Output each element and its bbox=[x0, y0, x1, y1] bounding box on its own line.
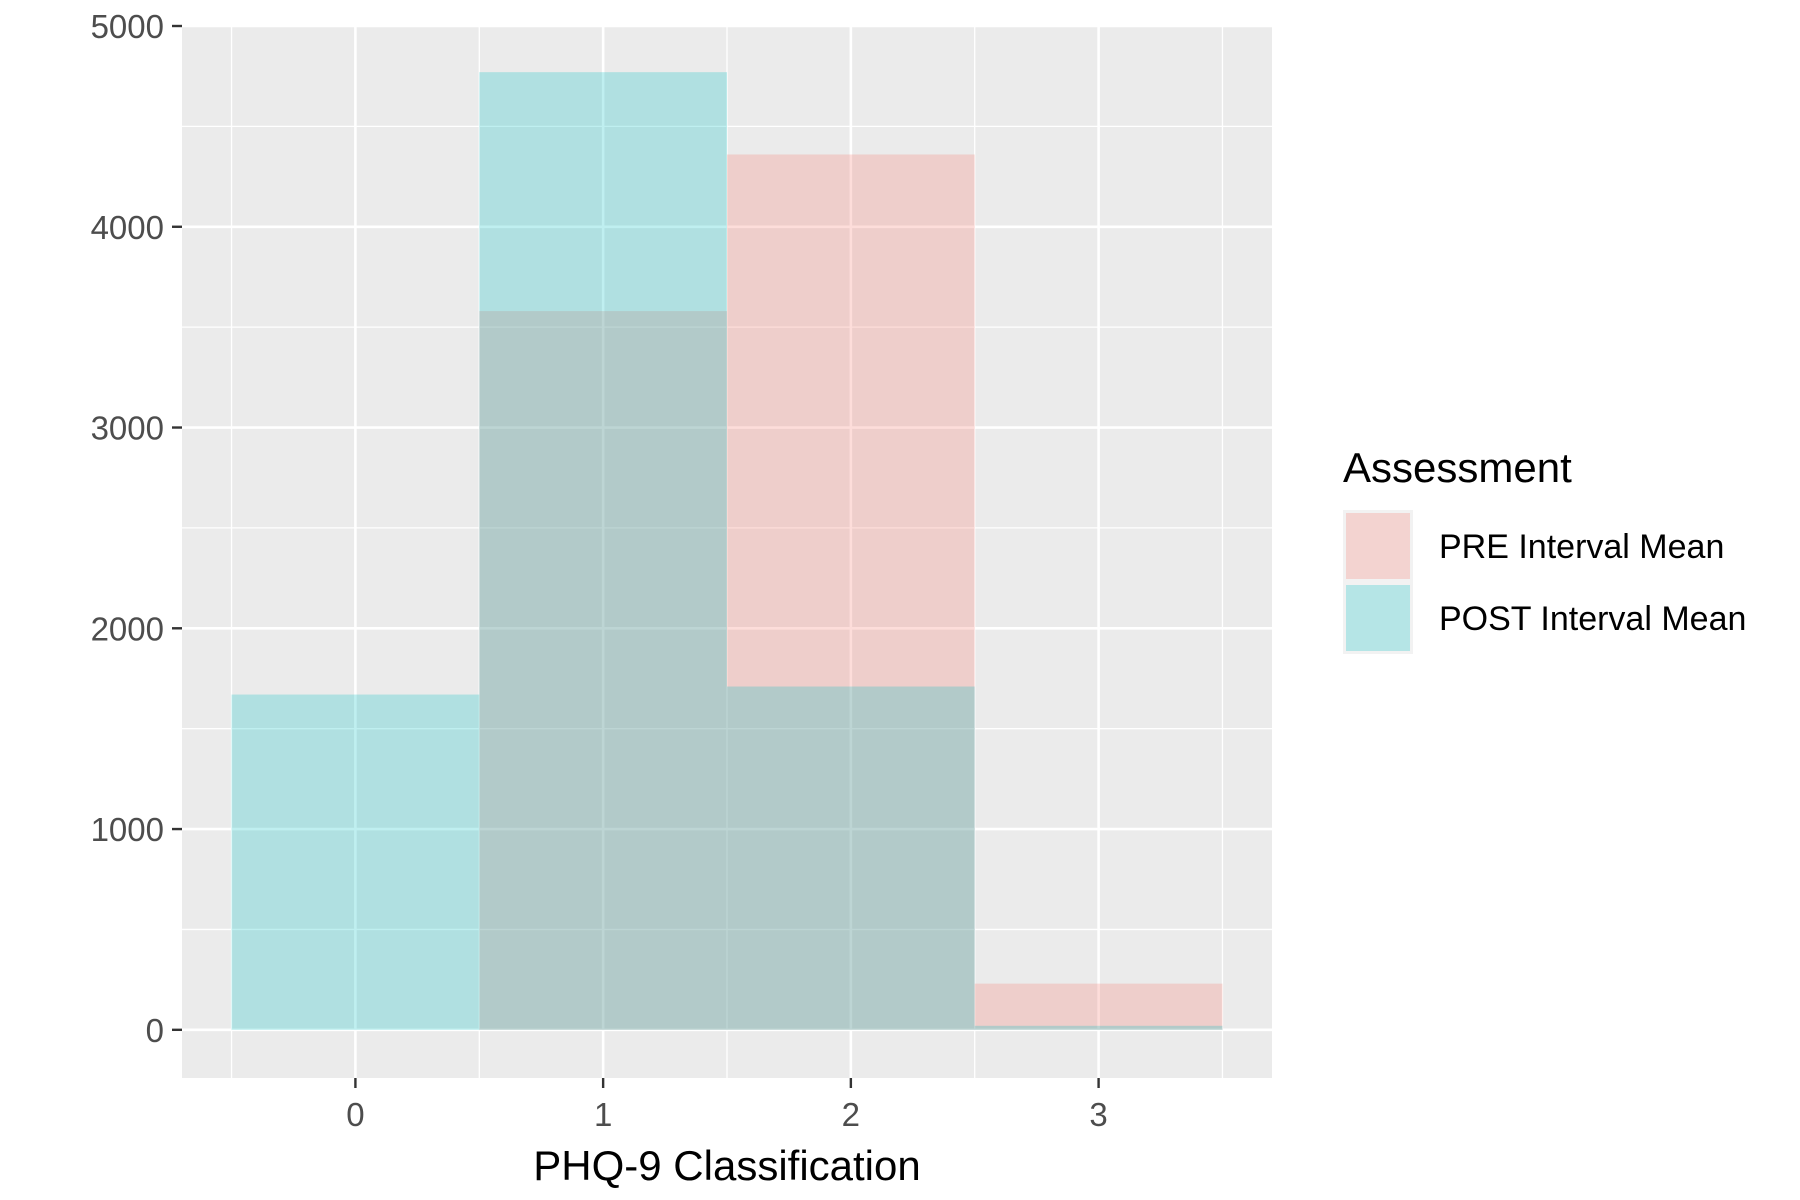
bars bbox=[231, 72, 1223, 1030]
bar-series-1-cat-0 bbox=[231, 694, 480, 1030]
legend-entries: PRE Interval Mean POST Interval Mean bbox=[1343, 510, 1746, 654]
legend-entry-label: PRE Interval Mean bbox=[1439, 528, 1724, 566]
x-tick-label: 2 bbox=[842, 1096, 860, 1133]
y-tick-label: 5000 bbox=[91, 8, 164, 45]
y-tick-label: 4000 bbox=[91, 209, 164, 246]
x-tick-label: 1 bbox=[594, 1096, 612, 1133]
y-axis: 0 1000 2000 3000 4000 5000 bbox=[91, 8, 182, 1049]
y-tick-label: 1000 bbox=[91, 811, 164, 848]
bar-series-0-cat-3 bbox=[974, 983, 1223, 1030]
x-axis-title: PHQ-9 Classification bbox=[533, 1142, 920, 1189]
y-tick-label: 2000 bbox=[91, 610, 164, 647]
legend-entry-label: POST Interval Mean bbox=[1439, 600, 1746, 638]
x-axis: 0 1 2 3 bbox=[346, 1078, 1108, 1133]
legend-title: Assessment bbox=[1343, 444, 1572, 491]
bar-series-0-cat-1 bbox=[479, 311, 727, 1030]
bar-series-1-cat-1 bbox=[479, 72, 727, 1030]
grid-major bbox=[182, 24, 1272, 1078]
y-tick-label: 0 bbox=[146, 1012, 164, 1049]
legend-key-background bbox=[1343, 510, 1413, 582]
legend-key-swatch bbox=[1346, 513, 1410, 579]
grid-minor bbox=[182, 26, 1272, 1078]
bar-series-0-cat-2 bbox=[727, 154, 975, 1030]
x-tick-label: 0 bbox=[346, 1096, 364, 1133]
bar-series-1-cat-3 bbox=[974, 1025, 1223, 1030]
bar-series-1-cat-2 bbox=[727, 686, 975, 1030]
legend: Assessment PRE Interval Mean POST Interva… bbox=[1343, 444, 1746, 654]
x-tick-label: 3 bbox=[1089, 1096, 1107, 1133]
legend-key-swatch bbox=[1346, 585, 1410, 651]
y-tick-label: 3000 bbox=[91, 410, 164, 447]
legend-key-background bbox=[1343, 582, 1413, 654]
